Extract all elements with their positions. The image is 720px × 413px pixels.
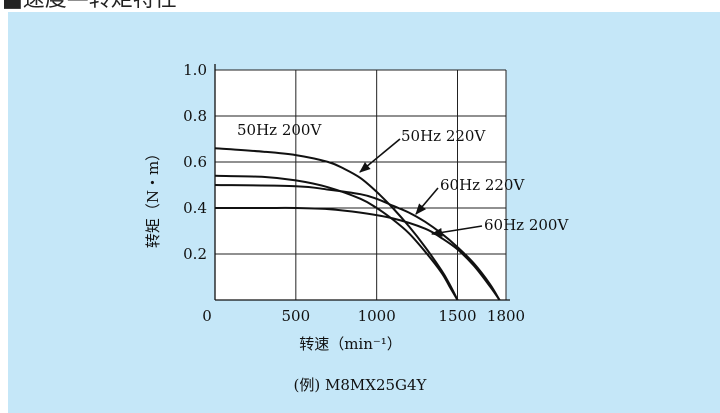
- section-header: ■速度—转矩特性: [0, 0, 720, 12]
- series-line: [214, 174, 459, 301]
- y-tick-label: 0.2: [183, 245, 207, 263]
- curve-label: 50Hz 200V: [237, 121, 322, 139]
- annotation-arrow: [415, 187, 439, 215]
- annotations: 50Hz 200V 50Hz 220V 60Hz 220V 60Hz 200V: [237, 121, 569, 237]
- x-tick-label: 1800: [487, 307, 525, 325]
- speed-torque-chart: 0 500 1000 1500 1800 0.2 0.4 0.6 0.8 1.0 50Hz 200…: [144, 61, 569, 394]
- x-tick-label: 1500: [438, 307, 476, 325]
- x-tick-label: 0: [202, 307, 212, 325]
- section-title: ■速度—转矩特性: [2, 0, 177, 12]
- annotation-arrow: [430, 225, 483, 237]
- grid-lines: [215, 69, 507, 300]
- chart-caption: (例) M8MX25G4Y: [294, 376, 428, 394]
- y-tick-label: 1.0: [183, 61, 207, 79]
- axes: [214, 64, 510, 301]
- x-axis-label: 转速（min⁻¹）: [299, 335, 402, 353]
- annotation-arrow: [359, 138, 401, 173]
- y-axis-label: 转矩（N・m）: [144, 146, 162, 248]
- series-line: [214, 184, 501, 301]
- curves: [214, 147, 501, 301]
- tick-labels: 0 500 1000 1500 1800 0.2 0.4 0.6 0.8 1.0: [183, 61, 525, 325]
- chart-panel: 0 500 1000 1500 1800 0.2 0.4 0.6 0.8 1.0 50Hz 200…: [8, 12, 720, 413]
- curve-label: 50Hz 220V: [401, 127, 486, 145]
- x-tick-label: 1000: [358, 307, 396, 325]
- curve-label: 60Hz 200V: [484, 216, 569, 234]
- curve-label: 60Hz 220V: [440, 176, 525, 194]
- y-tick-label: 0.6: [183, 153, 207, 171]
- series-line: [215, 206, 501, 301]
- y-tick-label: 0.8: [183, 107, 207, 125]
- y-tick-label: 0.4: [183, 199, 207, 217]
- x-tick-label: 500: [282, 307, 311, 325]
- series-line: [214, 147, 459, 301]
